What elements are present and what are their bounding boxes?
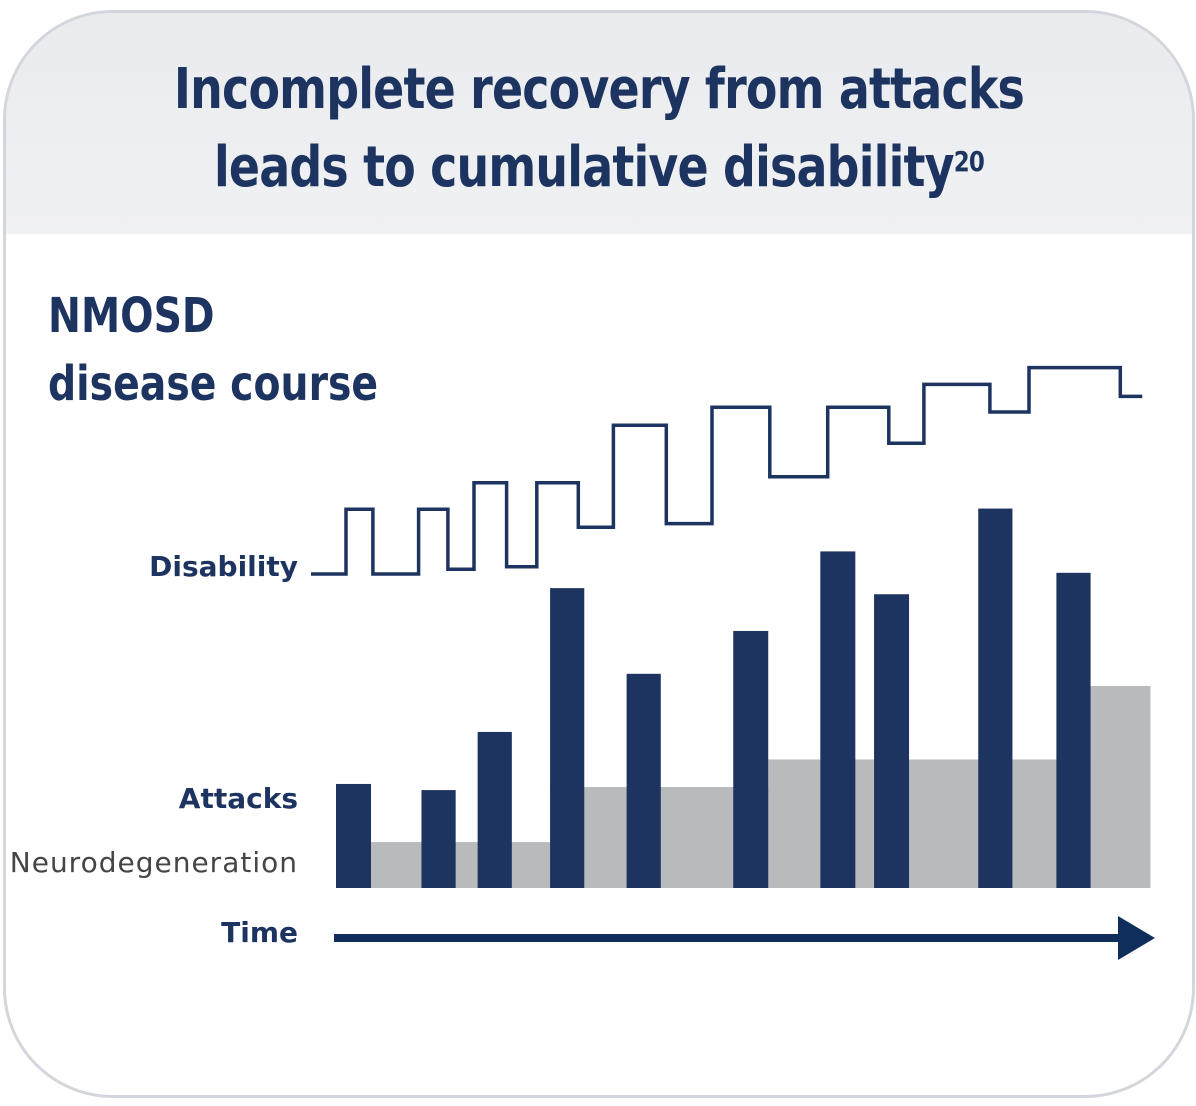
attack-bars xyxy=(336,508,1091,888)
title-line-1: Incomplete recovery from attacks xyxy=(173,57,1025,122)
attack-bar xyxy=(336,783,372,888)
attacks-label: Attacks xyxy=(178,782,298,815)
attack-bar xyxy=(820,551,856,888)
neurodegeneration-label: Neurodegeneration xyxy=(9,846,298,879)
disability-line xyxy=(311,365,1143,576)
title-banner: Incomplete recovery from attacks leads t… xyxy=(6,13,1192,234)
attack-bar xyxy=(421,790,456,888)
subtitle-line-2: disease course xyxy=(48,356,379,412)
neurodegeneration-step xyxy=(768,759,1092,888)
chart-subtitle: NMOSD disease course xyxy=(48,282,378,418)
disability-label: Disability xyxy=(149,550,298,583)
page-title: Incomplete recovery from attacks leads t… xyxy=(113,51,1086,207)
title-line-2-text: leads to cumulative disability xyxy=(213,135,955,200)
attack-bar xyxy=(978,508,1013,888)
attack-bar xyxy=(1056,572,1091,888)
attack-bar xyxy=(626,673,661,888)
attack-bar xyxy=(733,630,769,888)
reference-superscript: 20 xyxy=(953,145,985,178)
time-arrow xyxy=(334,916,1155,960)
attack-bar xyxy=(874,594,910,888)
title-line-2: leads to cumulative disability20 xyxy=(113,129,1086,207)
attack-bar xyxy=(477,731,512,888)
neurodegeneration-step xyxy=(1090,686,1151,888)
time-arrow-head xyxy=(1118,916,1155,960)
subtitle-line-1: NMOSD xyxy=(48,288,215,344)
time-label: Time xyxy=(221,916,298,949)
attack-bar xyxy=(550,588,585,888)
